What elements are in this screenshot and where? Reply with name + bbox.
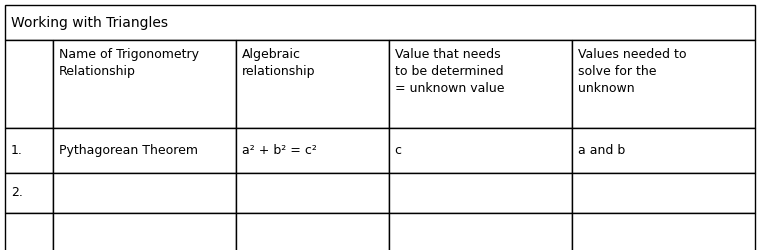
Text: Value that needs
to be determined
= unknown value: Value that needs to be determined = unkn… <box>394 48 504 95</box>
Text: a and b: a and b <box>578 144 625 157</box>
Bar <box>5 128 53 173</box>
Bar <box>388 40 572 128</box>
Text: Pythagorean Theorem: Pythagorean Theorem <box>59 144 198 157</box>
Bar <box>5 173 53 213</box>
Bar <box>5 213 53 250</box>
Bar <box>572 128 755 173</box>
Bar <box>236 128 388 173</box>
Text: 1.: 1. <box>11 144 23 157</box>
Bar <box>5 40 53 128</box>
Bar <box>388 128 572 173</box>
Bar <box>5 5 755 40</box>
Bar <box>236 213 388 250</box>
Text: Algebraic
relationship: Algebraic relationship <box>242 48 315 78</box>
Text: a² + b² = c²: a² + b² = c² <box>242 144 317 157</box>
Text: 2.: 2. <box>11 186 23 200</box>
Bar <box>53 213 236 250</box>
Text: c: c <box>394 144 402 157</box>
Bar <box>236 40 388 128</box>
Text: Working with Triangles: Working with Triangles <box>11 16 168 30</box>
Bar <box>53 40 236 128</box>
Bar <box>572 40 755 128</box>
Bar <box>388 173 572 213</box>
Bar <box>388 213 572 250</box>
Bar <box>53 128 236 173</box>
Bar <box>572 173 755 213</box>
Bar <box>236 173 388 213</box>
Text: Values needed to
solve for the
unknown: Values needed to solve for the unknown <box>578 48 686 95</box>
Text: Name of Trigonometry
Relationship: Name of Trigonometry Relationship <box>59 48 199 78</box>
Bar <box>572 213 755 250</box>
Bar <box>53 173 236 213</box>
